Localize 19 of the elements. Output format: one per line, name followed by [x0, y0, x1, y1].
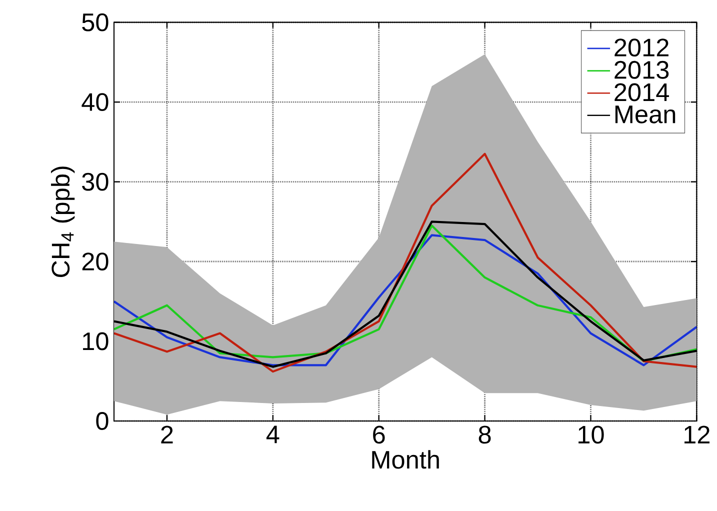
legend-label: 2012 [614, 38, 668, 57]
legend-label: Mean [615, 106, 676, 124]
x-tick-label: 10 [578, 426, 604, 444]
x-tick-label: 8 [478, 426, 491, 444]
y-tick-label: 40 [82, 93, 108, 112]
x-tick-label: 4 [266, 426, 280, 444]
x-tick-label: 6 [373, 426, 385, 444]
y-tick-label: 50 [82, 13, 108, 32]
y-axis-title: CH$_{4}$ (ppb) [51, 166, 75, 278]
x-tick-label: 2 [161, 426, 173, 444]
y-tick-label: 30 [82, 172, 108, 191]
line-series [114, 152, 697, 373]
y-tick-label: 0 [96, 412, 108, 430]
x-axis-title: Month [372, 450, 439, 469]
y-tick-label: 10 [83, 332, 108, 350]
x-tick-label: 12 [684, 426, 710, 444]
y-tick-label: 20 [82, 252, 108, 271]
legend-label: 2014 [614, 83, 669, 102]
legend-label: 2013 [614, 60, 669, 79]
